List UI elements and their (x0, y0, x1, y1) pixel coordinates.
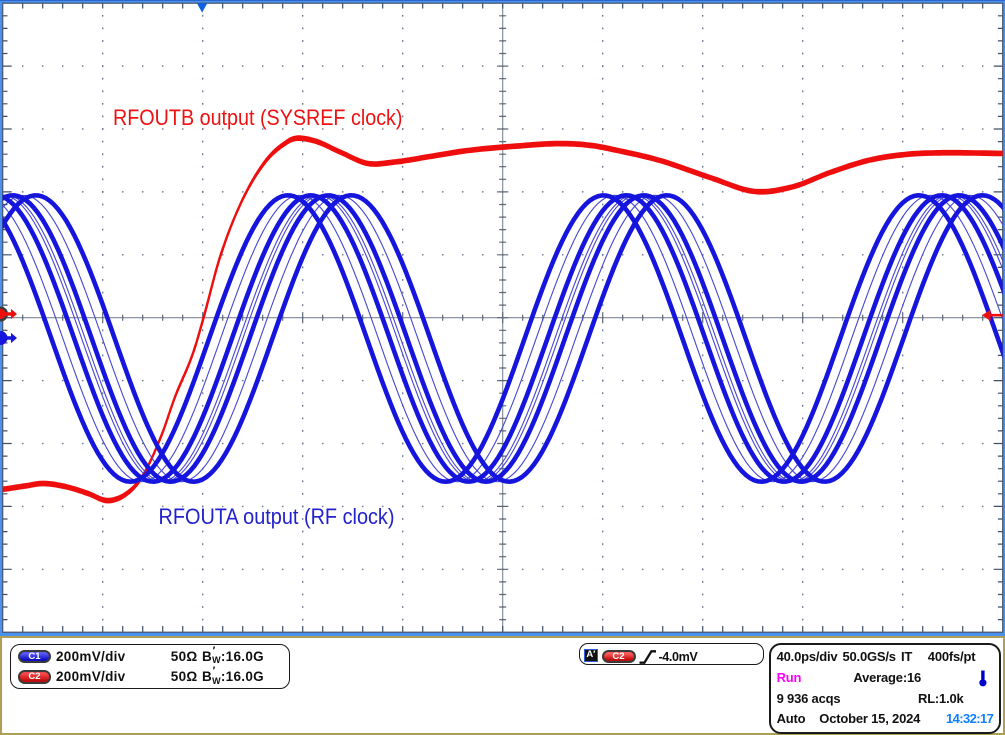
svg-text:RFOUTB output (SYSREF clock): RFOUTB output (SYSREF clock) (113, 105, 403, 130)
svg-text:RFOUTA output (RF clock): RFOUTA output (RF clock) (159, 504, 395, 529)
